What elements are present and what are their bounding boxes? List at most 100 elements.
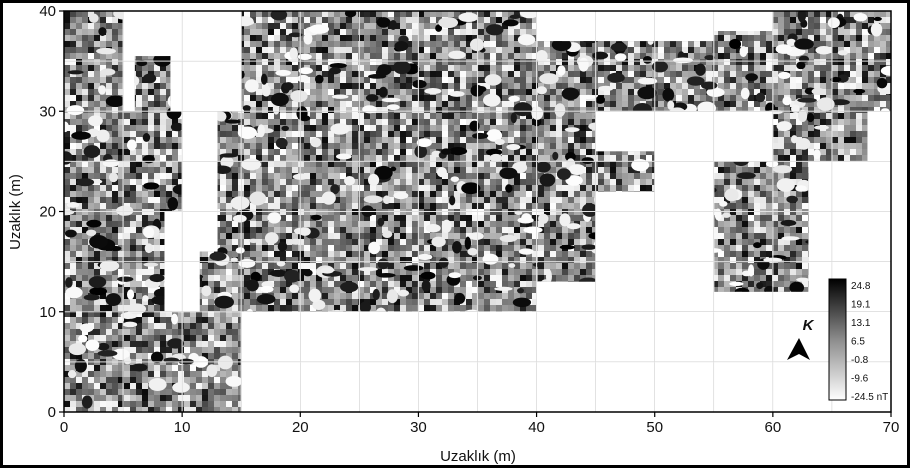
- texture-cell: [730, 203, 736, 209]
- texture-cell: [556, 119, 562, 125]
- texture-cell: [592, 173, 598, 179]
- texture-cell: [856, 29, 862, 35]
- texture-cell: [418, 23, 424, 29]
- texture-cell: [328, 29, 334, 35]
- texture-cell: [748, 101, 754, 107]
- texture-cell: [280, 203, 286, 209]
- texture-cell: [670, 65, 676, 71]
- texture-cell: [760, 203, 766, 209]
- texture-cell: [796, 77, 802, 83]
- texture-cell: [826, 143, 832, 149]
- texture-cell: [628, 95, 634, 101]
- texture-cell: [454, 113, 460, 119]
- texture-cell: [70, 77, 76, 83]
- texture-cell: [70, 113, 76, 119]
- texture-cell: [736, 185, 742, 191]
- texture-cell: [88, 185, 94, 191]
- texture-cell: [64, 47, 70, 53]
- texture-cell: [562, 185, 568, 191]
- texture-cell: [364, 47, 370, 53]
- texture-cell: [82, 35, 88, 41]
- texture-cell: [352, 83, 358, 89]
- texture-cell: [490, 185, 496, 191]
- texture-cell: [658, 95, 664, 101]
- texture-cell: [868, 59, 874, 65]
- texture-cell: [676, 83, 682, 89]
- texture-cell: [760, 173, 766, 179]
- texture-cell: [466, 47, 472, 53]
- texture-cell: [358, 23, 364, 29]
- texture-cell: [490, 179, 496, 185]
- texture-cell: [268, 59, 274, 65]
- texture-cell: [304, 179, 310, 185]
- texture-cell: [628, 155, 634, 161]
- texture-cell: [322, 113, 328, 119]
- texture-cell: [280, 185, 286, 191]
- texture-cell: [244, 29, 250, 35]
- texture-cell: [628, 89, 634, 95]
- texture-cell: [166, 149, 172, 155]
- texture-cell: [856, 113, 862, 119]
- texture-cell: [448, 113, 454, 119]
- texture-cell: [556, 215, 562, 221]
- texture-cell: [148, 95, 154, 101]
- texture-cell: [82, 113, 88, 119]
- texture-cell: [424, 185, 430, 191]
- texture-cell: [724, 161, 730, 167]
- texture-cell: [604, 47, 610, 53]
- texture-cell: [268, 17, 274, 23]
- texture-cell: [532, 53, 538, 59]
- texture-cell: [310, 101, 316, 107]
- texture-cell: [526, 167, 532, 173]
- texture-cell: [412, 53, 418, 59]
- texture-cell: [856, 155, 862, 161]
- texture-cell: [280, 221, 286, 227]
- texture-cell: [64, 101, 70, 107]
- texture-cell: [448, 215, 454, 221]
- texture-cell: [868, 65, 874, 71]
- texture-cell: [292, 65, 298, 71]
- texture-cell: [412, 107, 418, 113]
- texture-cell: [226, 215, 232, 221]
- texture-cell: [808, 35, 814, 41]
- texture-cell: [346, 107, 352, 113]
- texture-cell: [832, 155, 838, 161]
- texture-cell: [580, 119, 586, 125]
- texture-cell: [76, 29, 82, 35]
- texture-cell: [838, 95, 844, 101]
- texture-cell: [622, 173, 628, 179]
- texture-cell: [118, 143, 124, 149]
- texture-cell: [466, 89, 472, 95]
- texture-cell: [598, 65, 604, 71]
- texture-cell: [574, 161, 580, 167]
- texture-cell: [574, 191, 580, 197]
- texture-cell: [334, 119, 340, 125]
- texture-cell: [394, 35, 400, 41]
- texture-cell: [820, 59, 826, 65]
- texture-cell: [340, 35, 346, 41]
- texture-cell: [262, 125, 268, 131]
- texture-cell: [328, 203, 334, 209]
- texture-cell: [292, 137, 298, 143]
- texture-cell: [760, 77, 766, 83]
- texture-cell: [538, 65, 544, 71]
- texture-cell: [406, 83, 412, 89]
- texture-cell: [496, 221, 502, 227]
- texture-cell: [760, 179, 766, 185]
- texture-cell: [340, 161, 346, 167]
- texture-cell: [346, 95, 352, 101]
- texture-cell: [424, 65, 430, 71]
- texture-cell: [460, 41, 466, 47]
- texture-cell: [256, 29, 262, 35]
- texture-cell: [838, 143, 844, 149]
- texture-cell: [832, 137, 838, 143]
- texture-cell: [112, 59, 118, 65]
- texture-cell: [394, 23, 400, 29]
- texture-cell: [598, 173, 604, 179]
- texture-cell: [826, 53, 832, 59]
- texture-cell: [154, 83, 160, 89]
- texture-cell: [526, 197, 532, 203]
- texture-cell: [136, 137, 142, 143]
- texture-cell: [310, 185, 316, 191]
- texture-cell: [322, 173, 328, 179]
